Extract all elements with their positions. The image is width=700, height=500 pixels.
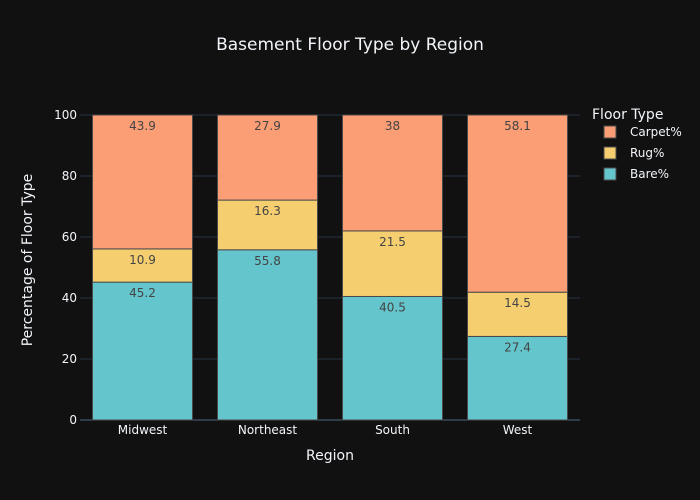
legend-swatch: [603, 146, 617, 160]
legend-swatch: [603, 125, 617, 139]
y-tick-label: 80: [62, 169, 77, 183]
bar-value-label: 55.8: [254, 254, 281, 268]
legend-item[interactable]: Bare%: [603, 167, 669, 181]
bar-segment[interactable]: [467, 291, 568, 337]
bar-value-label: 45.2: [129, 286, 156, 300]
bar-value-label: 21.5: [379, 235, 406, 249]
bar-value-label: 27.4: [504, 340, 531, 354]
legend-label: Rug%: [630, 146, 664, 160]
y-tick-label: 20: [62, 352, 77, 366]
bar-value-label: 14.5: [504, 296, 531, 310]
legend-label: Carpet%: [630, 125, 682, 139]
y-axis-title: Percentage of Floor Type: [20, 174, 36, 347]
bar-segment[interactable]: [92, 281, 193, 421]
bar-segment[interactable]: [467, 114, 568, 293]
bar-segment[interactable]: [342, 295, 443, 421]
chart-title: Basement Floor Type by Region: [216, 35, 484, 55]
bar-value-label: 40.5: [379, 300, 406, 314]
legend: Floor Type Carpet% Rug% Bare%: [592, 107, 682, 181]
legend-items: Carpet% Rug% Bare%: [603, 125, 682, 181]
bar-segment[interactable]: [92, 248, 193, 283]
bar-labels-layer: 45.2 10.9 43.9 55.8 16.3 27.9 40.5 21.5 38 27.4 14…: [129, 119, 531, 354]
legend-swatch: [603, 167, 617, 181]
x-tick-label: West: [503, 423, 533, 437]
y-tick-label: 0: [69, 413, 77, 427]
x-axis-title: Region: [306, 448, 354, 464]
bar-segment[interactable]: [467, 335, 568, 421]
bars-layer: [92, 114, 568, 421]
y-tick-label: 100: [54, 108, 77, 122]
legend-item[interactable]: Carpet%: [603, 125, 682, 139]
bar-value-label: 58.1: [504, 119, 531, 133]
bar-segment[interactable]: [217, 199, 318, 251]
x-tick-label: South: [375, 423, 410, 437]
y-tick-label: 60: [62, 230, 77, 244]
legend-label: Bare%: [630, 167, 669, 181]
bar-value-label: 43.9: [129, 119, 156, 133]
bar-value-label: 27.9: [254, 119, 281, 133]
bar-value-label: 38: [385, 119, 400, 133]
y-tick-label: 40: [62, 291, 77, 305]
legend-item[interactable]: Rug%: [603, 146, 664, 160]
x-tick-label: Midwest: [118, 423, 168, 437]
bar-value-label: 16.3: [254, 204, 281, 218]
x-tick-label: Northeast: [238, 423, 298, 437]
axes-layer: 0 20 40 60 80 100 Midwest Northeast South West: [54, 108, 532, 437]
bar-segment[interactable]: [217, 114, 318, 201]
bar-segment[interactable]: [342, 114, 443, 232]
bar-value-label: 10.9: [129, 253, 156, 267]
bar-segment[interactable]: [92, 114, 193, 250]
bar-segment[interactable]: [217, 249, 318, 421]
legend-title: Floor Type: [592, 107, 663, 123]
